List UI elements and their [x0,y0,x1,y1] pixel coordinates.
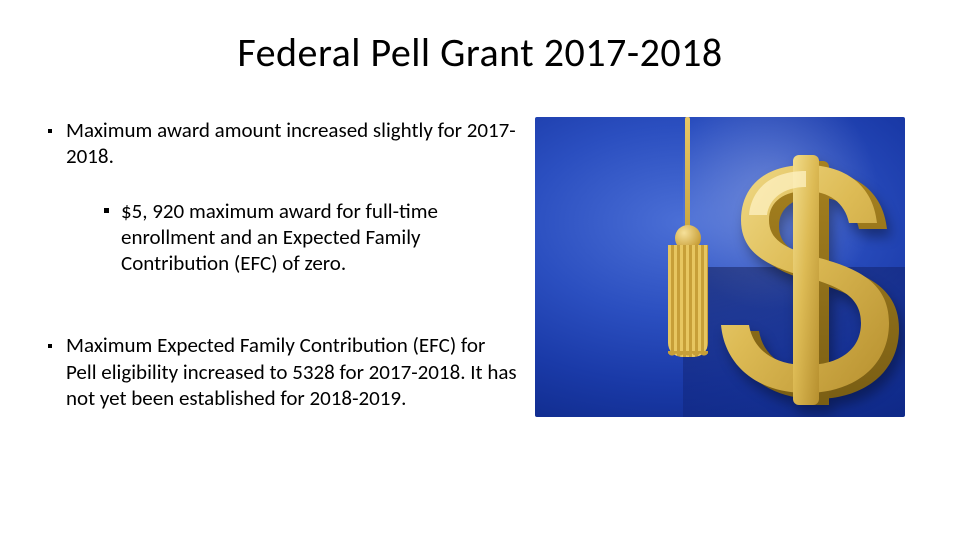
bullet-square-icon [104,208,109,213]
graduation-dollar-image [535,117,905,417]
bullet-text: Maximum award amount increased slightly … [66,117,520,170]
bullet-dot-icon [48,344,52,348]
tassel-cord-icon [685,117,690,237]
tassel-fringe-icon [668,245,708,357]
bullet-item-2: Maximum Expected Family Contribution (EF… [48,332,520,411]
text-column: Maximum award amount increased slightly … [40,117,520,439]
sub-bullet-item-1: $5, 920 maximum award for full-time enro… [104,198,520,277]
dollar-sign-icon [711,155,901,405]
slide-title: Federal Pell Grant 2017-2018 [40,28,920,77]
bullet-dot-icon [48,129,52,133]
bullet-text: Maximum Expected Family Contribution (EF… [66,332,520,411]
content-row: Maximum award amount increased slightly … [40,117,920,439]
sub-bullet-text: $5, 920 maximum award for full-time enro… [121,198,520,277]
slide: Federal Pell Grant 2017-2018 Maximum awa… [0,0,960,540]
bullet-item-1: Maximum award amount increased slightly … [48,117,520,170]
image-column [520,117,920,417]
